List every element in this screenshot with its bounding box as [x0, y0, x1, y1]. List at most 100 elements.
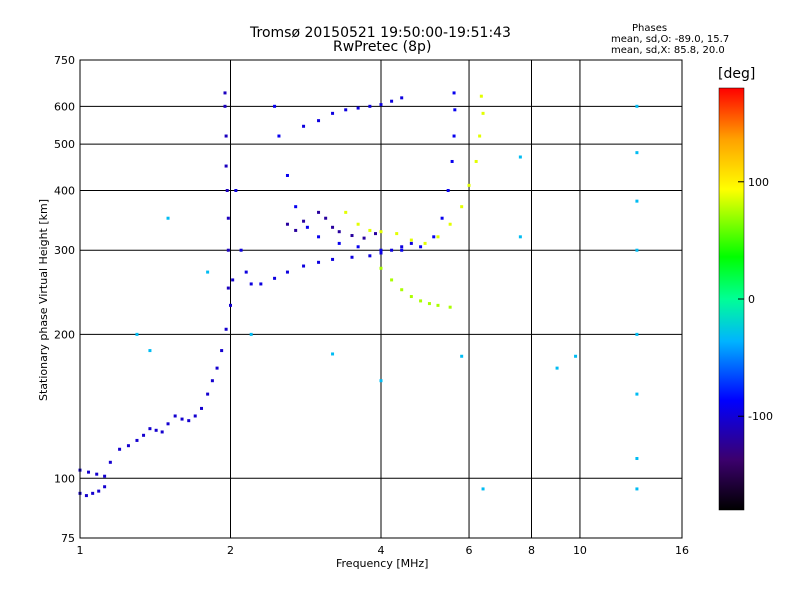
y-tick-label: 400 — [54, 184, 75, 197]
data-point — [302, 124, 306, 128]
data-point — [419, 245, 423, 249]
data-point — [285, 222, 289, 226]
data-point — [160, 430, 164, 434]
data-point — [635, 199, 639, 203]
data-point — [148, 427, 152, 431]
x-tick-label: 10 — [573, 544, 587, 557]
data-point — [409, 241, 413, 245]
data-point — [635, 456, 639, 460]
data-point — [409, 238, 413, 242]
data-point — [440, 216, 444, 220]
colorbar-tick-label: 0 — [748, 293, 755, 306]
data-point — [273, 276, 277, 280]
data-point — [331, 225, 335, 229]
x-tick-label: 6 — [466, 544, 473, 557]
data-point — [337, 241, 341, 245]
data-point — [350, 234, 354, 238]
data-point — [135, 332, 139, 336]
data-point — [350, 255, 354, 259]
chart-subtitle: RwPretec (8p) — [333, 39, 432, 55]
data-point — [400, 248, 404, 252]
data-point — [200, 406, 204, 410]
data-point — [285, 270, 289, 274]
data-point — [423, 241, 427, 245]
data-point — [635, 332, 639, 336]
data-point — [135, 438, 139, 442]
colorbar-tick-label: -100 — [748, 410, 773, 423]
x-tick-label: 8 — [528, 544, 535, 557]
data-point — [368, 228, 372, 232]
data-point — [635, 392, 639, 396]
data-point — [317, 235, 321, 239]
data-point — [148, 349, 152, 353]
data-point — [467, 183, 471, 187]
x-tick-label: 4 — [378, 544, 385, 557]
x-tick-label: 1 — [77, 544, 84, 557]
y-tick-label: 200 — [54, 328, 75, 341]
grid-lines — [80, 60, 682, 538]
data-point — [427, 302, 431, 306]
data-point — [302, 219, 306, 223]
data-point — [379, 230, 383, 234]
data-point — [481, 111, 485, 115]
y-axis-label: Stationary phase Virtual Height [km] — [37, 199, 50, 401]
data-point — [294, 228, 298, 232]
data-point — [452, 91, 456, 95]
data-point — [395, 232, 399, 236]
data-point — [436, 303, 440, 307]
data-point — [331, 111, 335, 115]
data-point — [97, 489, 101, 493]
data-point — [374, 232, 378, 236]
data-point — [479, 94, 483, 98]
x-tick-label: 16 — [675, 544, 689, 557]
data-point — [223, 104, 227, 108]
data-point — [460, 205, 464, 209]
y-tick-label: 75 — [61, 532, 75, 545]
data-point — [103, 474, 107, 478]
data-point — [452, 134, 456, 138]
data-point — [356, 222, 360, 226]
data-point — [142, 433, 146, 437]
data-point — [635, 104, 639, 108]
data-point — [305, 225, 309, 229]
data-point — [362, 236, 366, 240]
data-point — [379, 266, 383, 270]
data-point — [187, 419, 191, 423]
data-point — [206, 270, 210, 274]
data-point — [390, 99, 394, 103]
y-tick-label: 100 — [54, 472, 75, 485]
data-point — [225, 188, 229, 192]
data-point — [224, 164, 228, 168]
data-point — [446, 188, 450, 192]
data-point — [223, 91, 227, 95]
data-point — [226, 286, 230, 290]
colorbar-axis: 100 0 -100 — [738, 176, 773, 423]
data-point — [91, 491, 95, 495]
data-point — [481, 487, 485, 491]
data-point — [390, 278, 394, 282]
data-point — [409, 295, 413, 299]
data-point — [108, 460, 112, 464]
data-point — [331, 257, 335, 261]
data-point — [224, 134, 228, 138]
data-point — [453, 108, 457, 112]
data-point — [239, 248, 243, 252]
data-point — [368, 104, 372, 108]
data-point — [317, 260, 321, 264]
data-point — [249, 282, 253, 286]
data-point — [368, 254, 372, 258]
x-axis: 1 2 4 6 8 10 16 — [77, 544, 690, 557]
data-point — [126, 444, 130, 448]
data-point — [166, 422, 170, 426]
data-point — [419, 299, 423, 303]
data-point — [210, 379, 214, 383]
data-point — [436, 235, 440, 239]
data-point — [635, 248, 639, 252]
data-point — [229, 303, 232, 307]
data-point — [317, 210, 321, 214]
data-point — [226, 216, 230, 220]
data-point — [400, 96, 404, 100]
data-point — [259, 282, 263, 286]
colorbar-tick-label: 100 — [748, 176, 769, 189]
